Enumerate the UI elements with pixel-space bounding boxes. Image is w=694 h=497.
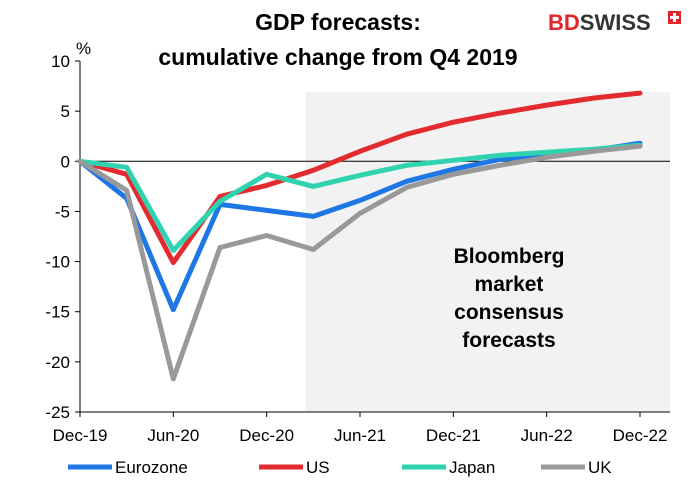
logo-text-bd: BD	[548, 10, 580, 35]
x-tick-label: Jun-22	[521, 426, 573, 445]
y-tick-label: -15	[45, 303, 70, 322]
x-tick-label: Dec-19	[53, 426, 108, 445]
axes	[79, 61, 670, 413]
swiss-cross-horizontal	[670, 16, 679, 19]
series-line-us	[77, 90, 643, 266]
swiss-cross-icon	[668, 11, 681, 24]
forecast-shaded-region	[305, 92, 670, 412]
y-tick-label: 5	[61, 102, 70, 121]
logo-text-swiss: SWISS	[580, 10, 651, 35]
series-lines	[77, 90, 643, 382]
chart-title-line-1: GDP forecasts:	[255, 9, 421, 35]
legend-label-eurozone: Eurozone	[115, 458, 188, 477]
y-tick-label: 10	[51, 52, 70, 71]
bdswiss-logo: BDSWISS	[548, 10, 681, 35]
x-tick-label: Dec-21	[426, 426, 481, 445]
x-tick-label: Dec-20	[239, 426, 294, 445]
series-line-uk	[77, 143, 643, 382]
chart-legend: Eurozone US Japan UK	[68, 458, 612, 477]
y-tick-label: -20	[45, 353, 70, 372]
logo-text: BDSWISS	[548, 10, 651, 35]
x-tick-label: Jun-20	[147, 426, 199, 445]
y-tick-label: -5	[55, 202, 70, 221]
chart-title-line-2: cumulative change from Q4 2019	[158, 44, 517, 70]
x-axis-ticks: Dec-19 Jun-20 Dec-20 Jun-21 Dec-21 Jun-22 Dec-…	[53, 412, 668, 445]
x-tick-label: Jun-21	[334, 426, 386, 445]
x-tick-label: Dec-22	[613, 426, 668, 445]
legend-label-japan: Japan	[449, 458, 495, 477]
y-axis-unit-label: %	[76, 39, 91, 58]
y-tick-label: 0	[61, 152, 70, 171]
series-line-japan	[77, 142, 643, 253]
y-axis-ticks: 10 5 0 -5 -10 -15 -20 -25	[45, 52, 80, 422]
y-tick-label: -25	[45, 403, 70, 422]
annotation-line-3: consensus	[454, 301, 564, 324]
y-tick-label: -10	[45, 253, 70, 272]
annotation-line-2: market	[475, 273, 544, 296]
annotation-line-1: Bloomberg	[454, 245, 565, 268]
legend-label-uk: UK	[588, 458, 612, 477]
legend-label-us: US	[306, 458, 330, 477]
forecast-annotation: Bloomberg market consensus forecasts	[454, 245, 565, 352]
annotation-line-4: forecasts	[462, 329, 555, 352]
